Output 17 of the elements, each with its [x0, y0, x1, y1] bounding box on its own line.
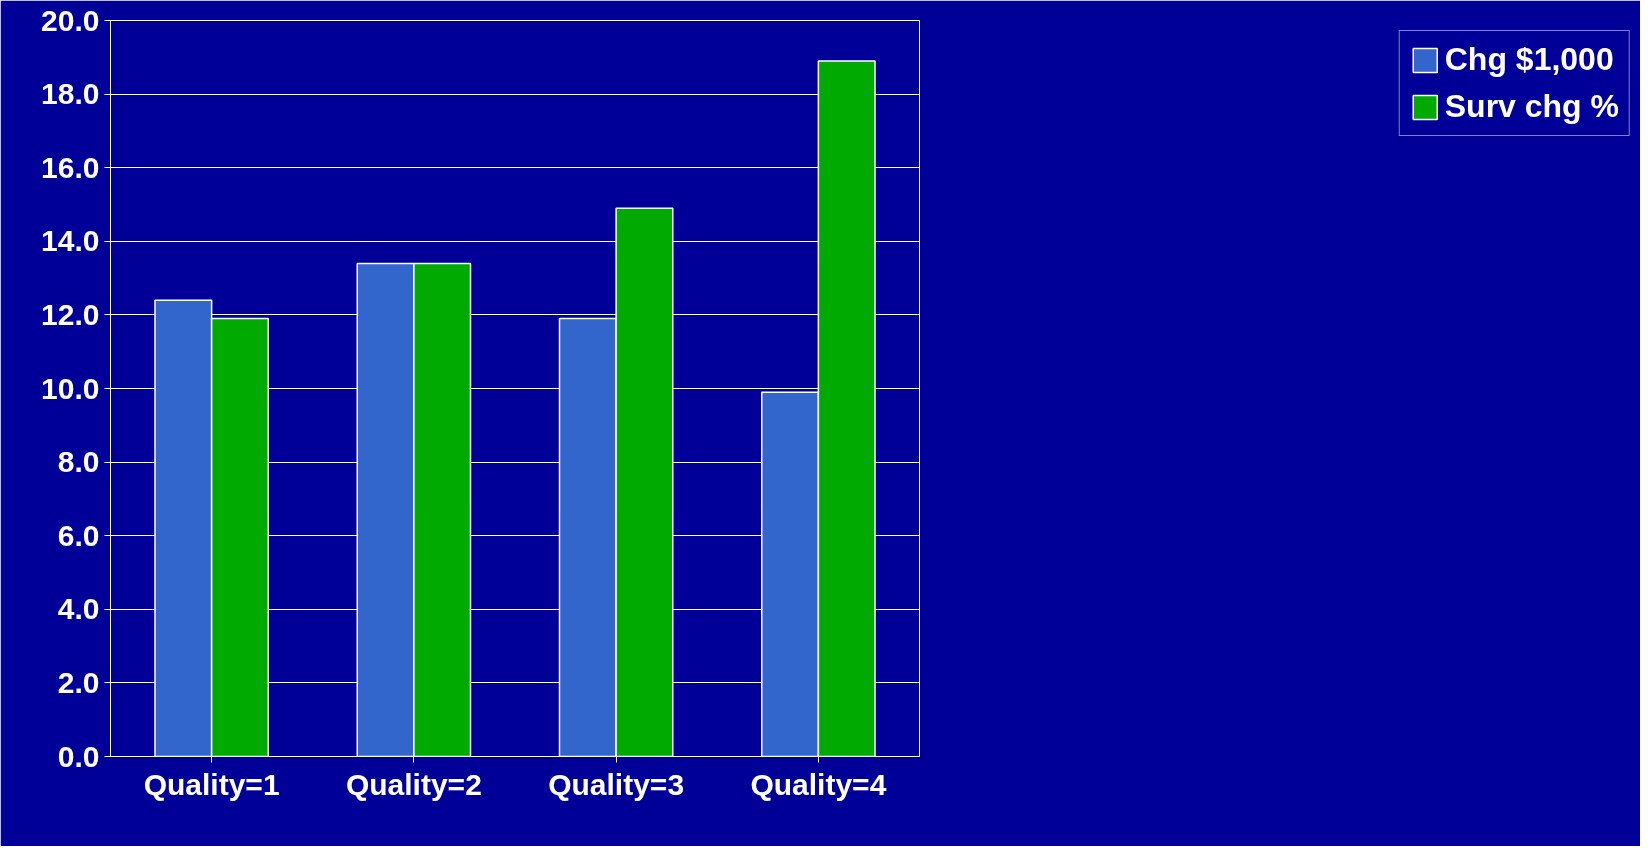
legend-label: Surv chg %	[1444, 88, 1619, 125]
x-tick-label: Quality=3	[548, 767, 685, 801]
y-tick-label: 20.0	[41, 3, 100, 37]
legend-label: Chg $1,000	[1444, 41, 1614, 78]
y-tick-label: 16.0	[41, 150, 100, 184]
x-tick-label: Quality=1	[143, 767, 280, 801]
x-tick-label: Quality=2	[345, 767, 482, 801]
y-tick-label: 8.0	[57, 445, 100, 479]
y-tick-label: 18.0	[41, 77, 100, 111]
y-tick-label: 6.0	[57, 518, 100, 552]
y-tick-label: 2.0	[57, 665, 100, 699]
x-tick-label: Quality=4	[750, 767, 887, 801]
y-tick-label: 12.0	[41, 297, 100, 331]
y-tick-label: 0.0	[57, 739, 100, 773]
y-tick-label: 14.0	[41, 224, 100, 258]
y-tick-label: 4.0	[57, 592, 100, 626]
y-tick-label: 10.0	[41, 371, 100, 405]
